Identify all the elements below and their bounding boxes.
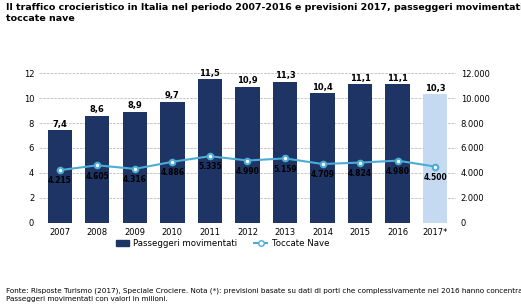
Text: 11,5: 11,5 — [200, 69, 220, 78]
Text: 8,9: 8,9 — [128, 101, 142, 110]
Bar — [160, 102, 184, 223]
Text: 4.824: 4.824 — [348, 169, 372, 178]
Text: 8,6: 8,6 — [90, 105, 105, 114]
Text: 11,1: 11,1 — [387, 74, 408, 83]
Text: 11,1: 11,1 — [350, 74, 370, 83]
Text: 4.886: 4.886 — [160, 168, 184, 177]
Text: 10,3: 10,3 — [425, 84, 445, 93]
Text: Il traffico crocieristico in Italia nel periodo 2007-2016 e previsioni 2017, pas: Il traffico crocieristico in Italia nel … — [6, 3, 521, 23]
Bar — [423, 94, 448, 223]
Bar — [85, 116, 109, 223]
Text: 4.709: 4.709 — [311, 170, 334, 179]
Text: 4.990: 4.990 — [235, 167, 259, 176]
Text: 4.500: 4.500 — [424, 173, 447, 182]
Bar — [386, 84, 410, 223]
Text: 10,9: 10,9 — [237, 77, 258, 85]
Text: Fonte: Risposte Turismo (2017), Speciale Crociere. Nota (*): previsioni basate s: Fonte: Risposte Turismo (2017), Speciale… — [6, 288, 521, 302]
Bar — [122, 112, 147, 223]
Legend: Passeggeri movimentati, Toccate Nave: Passeggeri movimentati, Toccate Nave — [113, 235, 332, 251]
Bar — [47, 131, 72, 223]
Bar — [198, 79, 222, 223]
Text: 5.159: 5.159 — [273, 165, 297, 174]
Text: 4.215: 4.215 — [48, 176, 71, 185]
Text: 7,4: 7,4 — [52, 120, 67, 129]
Text: 11,3: 11,3 — [275, 71, 295, 81]
Text: 10,4: 10,4 — [312, 83, 333, 92]
Text: 9,7: 9,7 — [165, 92, 180, 100]
Text: 4.316: 4.316 — [123, 175, 147, 184]
Bar — [273, 82, 297, 223]
Text: 4.980: 4.980 — [386, 167, 410, 176]
Text: 5.335: 5.335 — [198, 163, 222, 171]
Bar — [235, 87, 259, 223]
Text: 4.605: 4.605 — [85, 171, 109, 181]
Bar — [348, 84, 373, 223]
Bar — [311, 93, 335, 223]
